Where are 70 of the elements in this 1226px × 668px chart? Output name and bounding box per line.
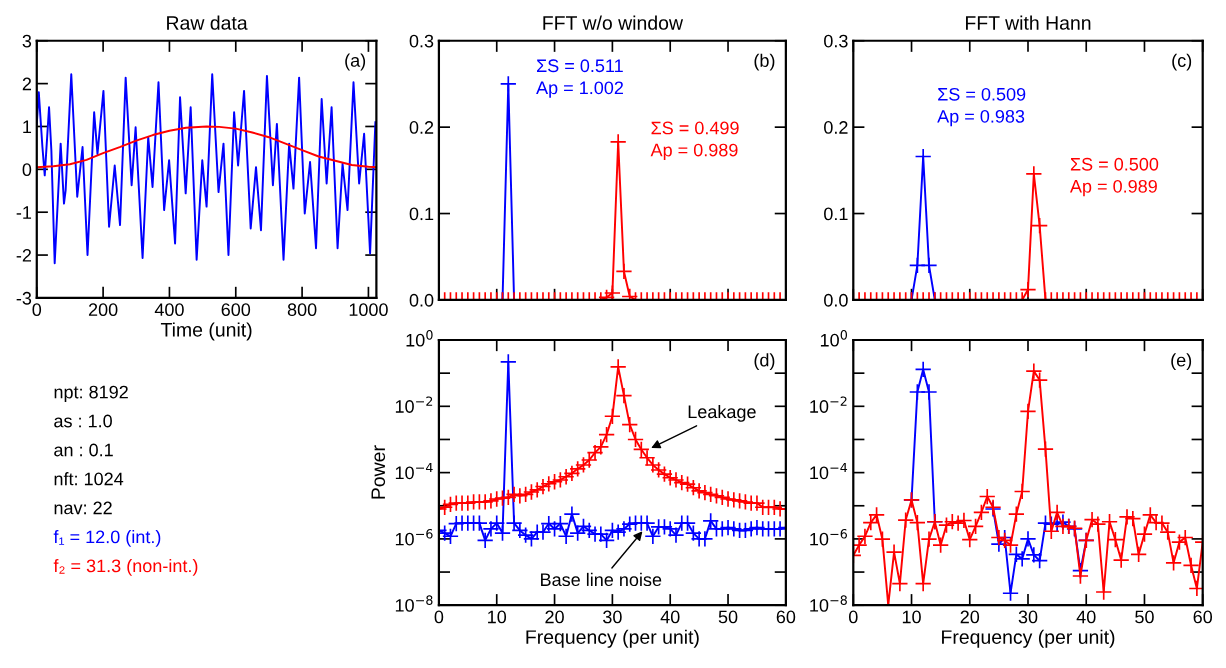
x-tick-label: 50 bbox=[1135, 610, 1154, 624]
annotation: (c) bbox=[1172, 53, 1192, 71]
y-tick-label: 10$^{−8}$ bbox=[810, 595, 847, 612]
y-tick-label: 0.3 bbox=[824, 34, 848, 48]
x-tick-label: 10 bbox=[488, 610, 507, 624]
x-tick-label: 40 bbox=[660, 610, 680, 624]
y-tick-label: 3 bbox=[22, 34, 32, 48]
text: as : 1.0 bbox=[54, 414, 112, 428]
y-tick-label: 1 bbox=[23, 120, 32, 134]
annotation: (a) bbox=[345, 53, 366, 71]
x-axis-title: Frequency (per unit) bbox=[942, 629, 1115, 648]
chart-title: FFT w/o window bbox=[543, 15, 684, 30]
y-tick-label: 0 bbox=[22, 163, 32, 177]
text: nav: 22 bbox=[54, 501, 112, 515]
x-tick-label: 0 bbox=[848, 610, 858, 624]
x-tick-label: 60 bbox=[1193, 610, 1213, 624]
y-tick-label: 2 bbox=[22, 77, 32, 91]
y-tick-label: 0.0 bbox=[824, 293, 848, 307]
x-tick-label: 30 bbox=[603, 610, 622, 624]
chart-title: Raw data bbox=[167, 15, 248, 30]
x-tick-label: 1000 bbox=[349, 303, 388, 317]
x-axis-title: Time (unit) bbox=[160, 322, 252, 341]
y-tick-label: 10$^{−4}$ bbox=[810, 462, 848, 480]
annotation: Leakage bbox=[688, 404, 756, 422]
x-tick-label: 0 bbox=[434, 610, 444, 624]
x-axis-title: Frequency (per unit) bbox=[526, 629, 699, 648]
y-axis-title: Power bbox=[371, 445, 386, 499]
y-tick-label: 10$^{−2}$ bbox=[395, 396, 433, 413]
x-tick-label: 800 bbox=[287, 303, 317, 317]
text: an : 0.1 bbox=[54, 443, 113, 457]
annotation: (e) bbox=[1171, 353, 1192, 371]
y-tick-label: 10$^{−4}$ bbox=[395, 462, 433, 480]
annotation: (d) bbox=[754, 353, 775, 371]
y-tick-label: 0.2 bbox=[824, 121, 848, 134]
text: npt: 8192 bbox=[54, 385, 128, 402]
annotation: ΣS = 0.511 Ap = 1.002 bbox=[536, 59, 623, 98]
y-tick-label: 0.1 bbox=[824, 207, 848, 221]
y-tick-label: 0.1 bbox=[409, 207, 434, 221]
x-tick-label: 60 bbox=[776, 610, 796, 624]
annotation: ΣS = 0.500 Ap = 0.989 bbox=[1069, 157, 1159, 197]
y-tick-label: -3 bbox=[16, 291, 32, 305]
x-tick-label: 400 bbox=[154, 303, 184, 317]
annotation: Base line noise bbox=[541, 572, 662, 587]
annotation: ΣS = 0.499 Ap = 0.989 bbox=[650, 121, 739, 160]
y-tick-label: 10$^{0}$ bbox=[820, 330, 847, 347]
y-tick-label: 0.0 bbox=[409, 293, 434, 307]
y-tick-label: 10$^{0}$ bbox=[406, 330, 433, 347]
x-tick-label: 10 bbox=[902, 610, 921, 624]
x-tick-label: 30 bbox=[1018, 610, 1038, 624]
x-tick-label: 200 bbox=[88, 303, 118, 317]
y-tick-label: 0.3 bbox=[409, 34, 434, 48]
y-tick-label: 10$^{−2}$ bbox=[810, 396, 847, 413]
text: nft: 1024 bbox=[54, 472, 124, 486]
y-tick-label: 10$^{−6}$ bbox=[395, 529, 433, 546]
x-tick-label: 20 bbox=[960, 610, 980, 624]
y-tick-label: 10$^{−8}$ bbox=[395, 595, 433, 612]
text: f₁ = 12.0 (int.) bbox=[53, 530, 161, 547]
chart-title: FFT with Hann bbox=[966, 15, 1091, 30]
x-tick-label: 20 bbox=[545, 610, 564, 624]
y-tick-label: -2 bbox=[16, 249, 32, 262]
x-tick-label: 40 bbox=[1076, 610, 1096, 624]
y-tick-label: 0.2 bbox=[409, 121, 434, 134]
y-tick-label: 10$^{−6}$ bbox=[810, 529, 847, 546]
x-tick-label: 0 bbox=[32, 303, 42, 317]
x-tick-label: 600 bbox=[221, 303, 251, 317]
text: f₂ = 31.3 (non-int.) bbox=[53, 559, 198, 576]
y-tick-label: -1 bbox=[16, 206, 32, 219]
annotation: ΣS = 0.509 Ap = 0.983 bbox=[937, 87, 1026, 127]
annotation: (b) bbox=[754, 53, 775, 71]
x-tick-label: 50 bbox=[718, 610, 738, 624]
